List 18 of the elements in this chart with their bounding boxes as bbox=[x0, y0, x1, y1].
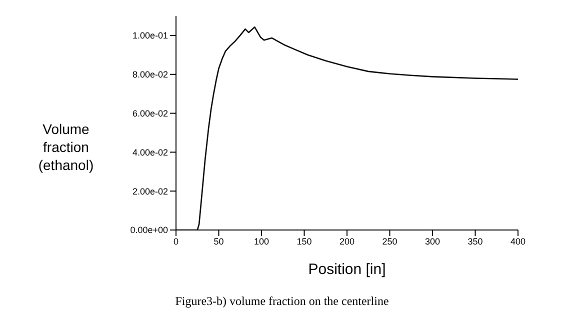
x-tick-label: 350 bbox=[468, 236, 483, 246]
x-tick-label: 200 bbox=[339, 236, 355, 246]
x-tick-label: 400 bbox=[510, 236, 526, 246]
y-tick-label: 8.00e-02 bbox=[132, 70, 168, 80]
x-tick-label: 100 bbox=[254, 236, 270, 246]
y-tick-label: 4.00e-02 bbox=[132, 147, 168, 158]
y-axis-title: Volume fraction (ethanol) bbox=[37, 120, 95, 174]
x-tick-label: 250 bbox=[382, 236, 398, 246]
y-tick-label: 6.00e-02 bbox=[132, 108, 168, 118]
x-tick-label: 300 bbox=[424, 236, 440, 246]
y-tick-label: 0.00e+00 bbox=[130, 225, 168, 236]
x-tick-label: 0 bbox=[173, 236, 179, 246]
x-axis-title: Position [in] bbox=[308, 261, 386, 278]
x-tick-label: 50 bbox=[214, 236, 224, 246]
y-tick-label: 2.00e-02 bbox=[132, 186, 168, 196]
caption: Figure3-b) volume fraction on the centerline bbox=[174, 294, 390, 309]
x-tick-label: 150 bbox=[296, 236, 312, 246]
y-tick-label: 1.00e-01 bbox=[132, 30, 168, 41]
